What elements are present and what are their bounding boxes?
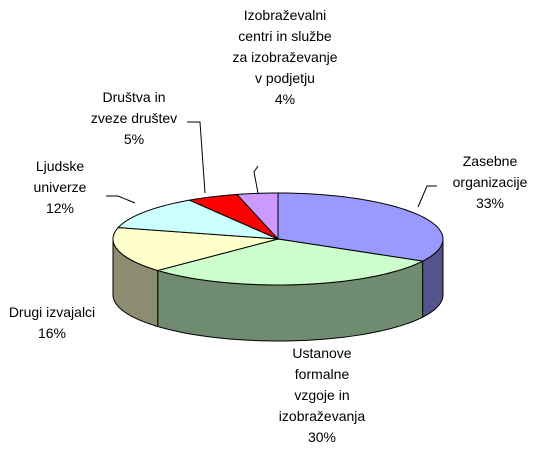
- slice: [155, 238, 425, 286]
- leader-line: [253, 165, 259, 194]
- leader-line: [417, 185, 437, 208]
- leader-line: [106, 195, 136, 204]
- category-name: Zasebne organizacije: [452, 153, 528, 190]
- slice-label: Zasebne organizacije 33%: [435, 151, 541, 214]
- category-name: Ustanove formalne vzgoje in izobraževanj…: [278, 345, 366, 424]
- value-label: 16%: [37, 325, 67, 341]
- value-label: 5%: [123, 131, 145, 147]
- slice: [187, 193, 279, 240]
- slice: [277, 192, 444, 262]
- slice-label: Drugi izvajalci 16%: [0, 302, 112, 344]
- category-name: Drugi izvajalci: [8, 304, 96, 320]
- slice-label: Društva in zveze društev 5%: [86, 87, 182, 150]
- slice: [117, 199, 279, 240]
- value-label: 33%: [475, 195, 505, 211]
- value-label: 12%: [45, 200, 75, 216]
- slice-label: Izobraževalni centri in službe za izobra…: [231, 5, 339, 110]
- slice-label: Ustanove formalne vzgoje in izobraževanj…: [274, 343, 370, 448]
- slice: [235, 192, 279, 241]
- value-label: 30%: [307, 429, 337, 445]
- leader-line: [187, 121, 206, 194]
- slice: [112, 227, 279, 272]
- category-name: Društva in zveze društev: [90, 89, 178, 126]
- slice-label: Ljudske univerze 12%: [24, 156, 96, 219]
- value-label: 4%: [274, 91, 296, 107]
- category-name: Ljudske univerze: [33, 158, 87, 195]
- category-name: Izobraževalni centri in službe za izobra…: [232, 7, 338, 86]
